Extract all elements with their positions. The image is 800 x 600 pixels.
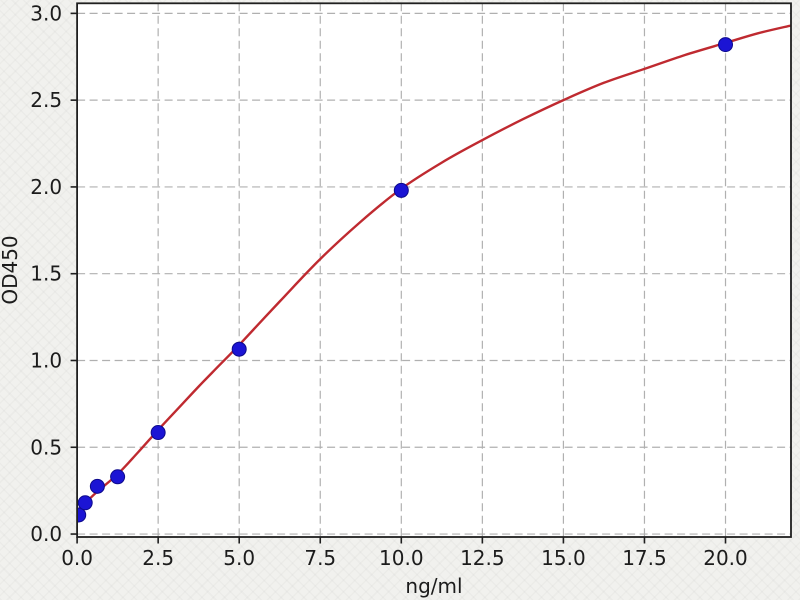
x-tick-label: 2.5 [142,546,174,570]
tick-label-layer: 0.0 2.5 5.0 7.5 10.0 12.5 15.0 17.5 20.0 0.0 0.5 1.… [30,1,747,570]
x-tick-label: 7.5 [304,546,336,570]
grid-layer [76,3,791,537]
data-point [718,37,734,53]
y-tick-label: 1.0 [30,348,62,372]
data-point [110,469,126,485]
y-tick-label: 0.5 [30,435,62,459]
x-tick-label: 5.0 [223,546,255,570]
x-tick-label: 17.5 [622,546,667,570]
y-tick-label: 2.5 [30,88,62,112]
y-tick-label: 3.0 [30,1,62,25]
tick-layer [70,12,727,544]
y-tick-label: 1.5 [30,262,62,286]
y-tick-label: 0.0 [30,522,62,546]
x-tick-label: 20.0 [703,546,748,570]
data-point [150,425,166,441]
data-point [89,478,105,494]
x-tick-label: 0.0 [61,546,93,570]
x-tick-label: 12.5 [460,546,505,570]
axes-spines [76,2,792,538]
data-point [393,182,409,198]
y-tick-label: 2.0 [30,175,62,199]
x-tick-label: 10.0 [379,546,424,570]
x-tick-label: 15.0 [541,546,586,570]
data-point [77,495,93,511]
data-layer [77,24,792,523]
fit-curve-line [77,24,792,512]
y-axis-label: OD450 [0,235,22,304]
plot-area [77,3,792,538]
data-point [231,341,247,357]
data-point [77,507,87,523]
x-axis-label: ng/ml [405,574,462,598]
